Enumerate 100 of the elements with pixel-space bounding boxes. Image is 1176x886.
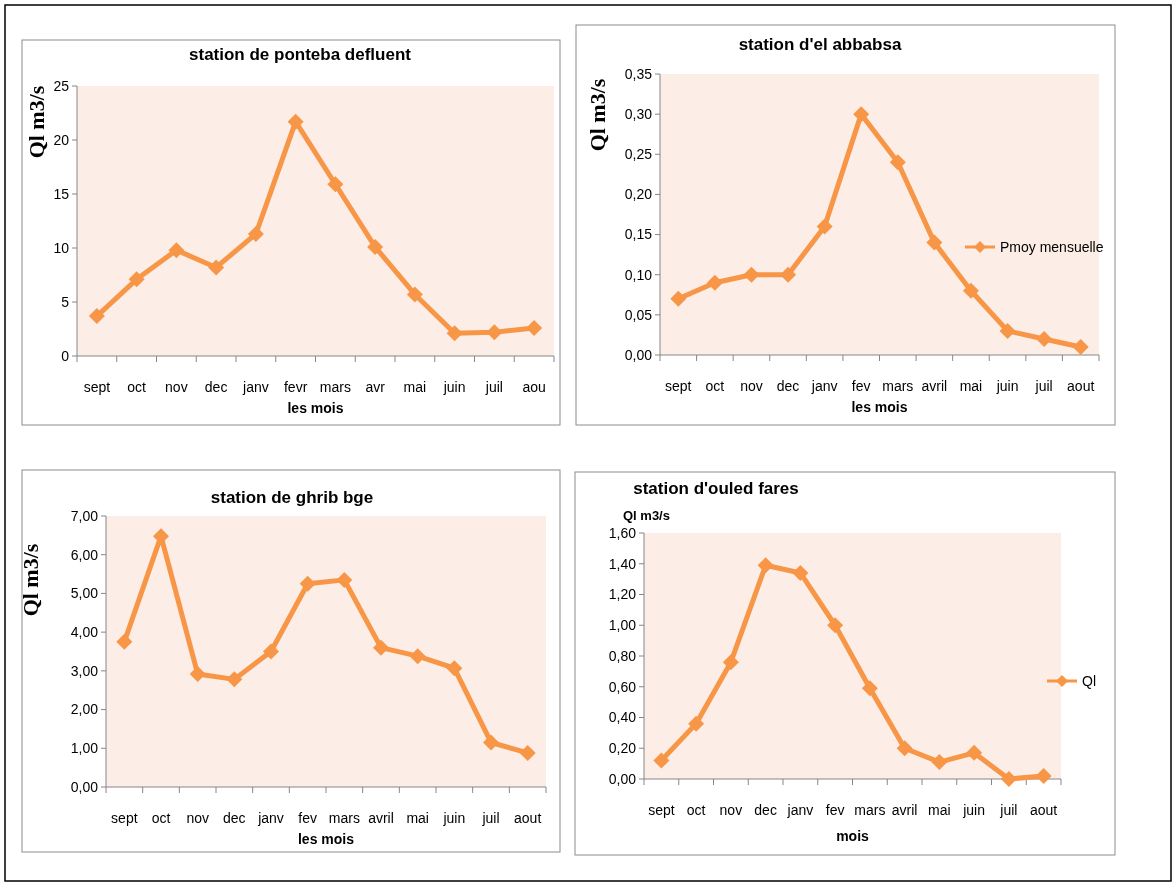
y-tick-label: 1,20 [608,586,637,603]
x-tick-label: mars [854,802,886,818]
x-tick-label: juin [442,810,466,826]
x-tick-label: aout [1067,378,1095,394]
x-tick-label: fevr [283,379,308,395]
x-tick-label: nov [719,802,743,818]
y-tick-label: 10 [53,239,70,256]
y-tick-label: 15 [53,185,70,202]
x-tick-label: sept [665,378,692,394]
x-tick-label: aout [1030,802,1058,818]
point [526,319,543,336]
y-tick-label: 4,00 [70,624,99,641]
x-tick-label: oct [151,810,171,826]
point [373,639,389,656]
y-tick-label: 0,30 [624,106,653,123]
x-tick-label: janv [257,810,284,826]
point [287,113,304,130]
x-tick-label: juil [481,810,500,826]
x-axis-title: mois [836,828,870,844]
point [406,286,423,303]
y-tick-label: 20 [53,131,70,148]
x-tick-label: mai [928,802,951,818]
x-tick-label: oct [686,802,706,818]
point [889,154,906,171]
point [1036,330,1053,347]
point [367,238,384,255]
x-tick-label: avril [368,810,394,826]
chart-title: station d'el abbabsa [738,35,902,54]
point [792,564,809,581]
x-tick-label: nov [740,378,763,394]
point [999,322,1016,339]
y-tick-label: 0,80 [608,647,637,664]
x-tick-label: avr [365,379,386,395]
point [128,271,145,288]
y-tick-label: 0,05 [624,306,653,323]
x-tick-label: oct [705,378,725,394]
y-tick-label: 3,00 [70,662,99,679]
point [827,617,844,634]
x-tick-label: sept [83,379,111,395]
y-tick-label: 5 [61,293,70,310]
point [1000,771,1017,787]
x-tick-label: aou [522,379,546,395]
x-tick-label: mars [319,379,351,395]
point [483,734,499,751]
point [670,290,687,307]
y-tick-label: 7,00 [70,507,99,524]
x-tick-label: juin [995,378,1019,394]
point [327,176,344,193]
x-tick-label: mai [959,378,983,394]
x-tick-label: sept [111,810,138,826]
point [116,633,133,650]
point [208,259,225,276]
x-tick-label: dec [776,378,800,394]
y-tick-label: 0,20 [624,186,653,203]
chart-title: station d'ouled fares [633,479,799,498]
y-tick-label: 0,40 [608,709,637,726]
x-tick-label: juil [484,379,503,395]
x-tick-label: nov [165,379,188,395]
y-axis-title: Ql m3/s [18,543,43,617]
y-tick-label: 0,00 [624,346,653,363]
x-tick-label: dec [754,802,777,818]
point [88,308,105,325]
y-tick-label: 0,10 [624,266,653,283]
y-tick-label: 6,00 [70,546,99,563]
y-tick-label: 1,00 [70,740,99,757]
y-tick-label: 1,00 [608,617,637,634]
y-tick-label: 0,35 [624,65,653,82]
x-axis-title: les mois [287,400,344,416]
point [299,575,316,592]
y-tick-label: 0,60 [608,678,637,695]
point [519,744,536,761]
x-tick-label: fev [298,810,318,826]
point [409,648,426,665]
y-tick-label: 0,00 [70,778,99,795]
x-tick-label: avril [891,802,918,818]
x-axis-title: les mois [851,399,908,415]
y-tick-label: 5,00 [70,585,99,602]
point [189,665,206,682]
x-tick-label: juil [999,802,1018,818]
point [816,218,833,235]
point [861,680,878,697]
x-tick-label: dec [204,379,228,395]
y-tick-label: 2,00 [70,701,99,718]
point [966,744,983,761]
x-tick-label: mai [403,379,427,395]
x-tick-label: juin [442,379,466,395]
chart-title: station de ghrib bge [210,488,374,507]
point [757,557,774,574]
y-tick-label: 0,20 [608,740,637,757]
x-tick-label: juil [1034,378,1053,394]
y-tick-label: 0,25 [624,146,653,163]
point [688,715,705,732]
y-tick-label: 0 [61,347,70,364]
y-axis-title: Ql m3/s [623,508,670,523]
y-axis-title: Ql m3/s [24,85,49,159]
point [743,266,760,283]
y-tick-label: 1,40 [608,555,637,572]
y-tick-label: 0,00 [608,770,637,787]
point [962,282,979,299]
legend-label: Ql [1082,672,1096,689]
